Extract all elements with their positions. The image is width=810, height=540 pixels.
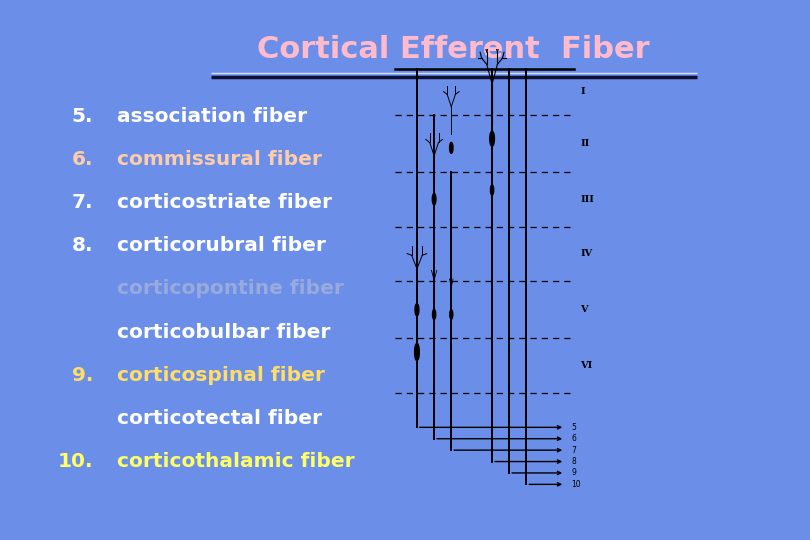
Text: 6.: 6. (71, 150, 93, 169)
Text: II: II (580, 139, 590, 148)
Text: III: III (580, 195, 594, 204)
Text: 10: 10 (572, 480, 581, 489)
Text: 9: 9 (572, 469, 577, 477)
Ellipse shape (433, 309, 436, 320)
Text: corticothalamic fiber: corticothalamic fiber (117, 452, 355, 471)
Ellipse shape (491, 185, 493, 195)
Text: Cortical Efferent  Fiber: Cortical Efferent Fiber (258, 35, 650, 64)
Text: 10.: 10. (58, 452, 93, 471)
Text: 8: 8 (572, 457, 576, 466)
Text: corticospinal fiber: corticospinal fiber (117, 366, 326, 385)
Text: corticostriate fiber: corticostriate fiber (117, 193, 332, 212)
Text: IV: IV (580, 249, 592, 259)
Ellipse shape (450, 309, 453, 319)
Ellipse shape (433, 193, 436, 205)
Text: VI: VI (580, 361, 592, 370)
Text: 9.: 9. (72, 366, 93, 385)
Text: 5: 5 (572, 423, 577, 432)
Text: 8.: 8. (71, 236, 93, 255)
Text: V: V (580, 305, 588, 314)
Text: association fiber: association fiber (117, 106, 308, 126)
Text: I: I (580, 87, 585, 97)
Ellipse shape (415, 343, 420, 361)
Ellipse shape (415, 303, 419, 316)
Text: corticorubral fiber: corticorubral fiber (117, 236, 326, 255)
Text: corticopontine fiber: corticopontine fiber (117, 279, 344, 299)
Text: 5.: 5. (71, 106, 93, 126)
Text: corticobulbar fiber: corticobulbar fiber (117, 322, 330, 342)
Ellipse shape (490, 131, 494, 146)
Ellipse shape (450, 143, 453, 153)
Text: 7.: 7. (71, 193, 93, 212)
Text: 6: 6 (572, 434, 577, 443)
Text: 7: 7 (572, 446, 577, 455)
Text: commissural fiber: commissural fiber (117, 150, 322, 169)
Text: corticotectal fiber: corticotectal fiber (117, 409, 322, 428)
